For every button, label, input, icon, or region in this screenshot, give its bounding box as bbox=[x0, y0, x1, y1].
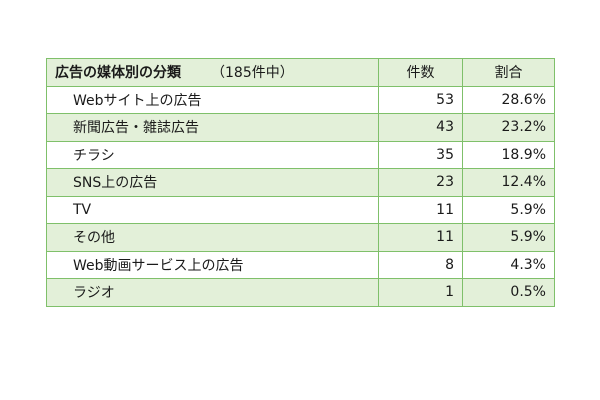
header-title-cell: 広告の媒体別の分類 （185件中） bbox=[46, 58, 379, 87]
row-ratio: 23.2% bbox=[462, 113, 555, 142]
row-count: 35 bbox=[378, 140, 463, 169]
table-row: SNS上の広告 23 12.4% bbox=[46, 168, 555, 197]
row-label: ラジオ bbox=[46, 278, 379, 307]
row-count: 53 bbox=[378, 85, 463, 114]
table-row: TV 11 5.9% bbox=[46, 195, 555, 224]
row-ratio: 5.9% bbox=[462, 195, 555, 224]
header-ratio: 割合 bbox=[462, 58, 555, 87]
table-row: 新聞広告・雑誌広告 43 23.2% bbox=[46, 113, 555, 142]
row-label: Webサイト上の広告 bbox=[46, 85, 379, 114]
row-count: 43 bbox=[378, 113, 463, 142]
table-title: 広告の媒体別の分類 bbox=[55, 65, 181, 82]
row-label: チラシ bbox=[46, 140, 379, 169]
table-row: その他 11 5.9% bbox=[46, 223, 555, 252]
row-label: SNS上の広告 bbox=[46, 168, 379, 197]
table-row: Webサイト上の広告 53 28.6% bbox=[46, 85, 555, 114]
row-label: その他 bbox=[46, 223, 379, 252]
row-label: Web動画サービス上の広告 bbox=[46, 250, 379, 279]
row-ratio: 5.9% bbox=[462, 223, 555, 252]
table-row: チラシ 35 18.9% bbox=[46, 140, 555, 169]
row-ratio: 18.9% bbox=[462, 140, 555, 169]
table-row: Web動画サービス上の広告 8 4.3% bbox=[46, 250, 555, 279]
row-ratio: 0.5% bbox=[462, 278, 555, 307]
row-count: 11 bbox=[378, 223, 463, 252]
row-count: 23 bbox=[378, 168, 463, 197]
row-ratio: 28.6% bbox=[462, 85, 555, 114]
row-ratio: 4.3% bbox=[462, 250, 555, 279]
row-ratio: 12.4% bbox=[462, 168, 555, 197]
table-row: ラジオ 1 0.5% bbox=[46, 278, 555, 307]
header-count: 件数 bbox=[378, 58, 463, 87]
row-count: 8 bbox=[378, 250, 463, 279]
row-label: 新聞広告・雑誌広告 bbox=[46, 113, 379, 142]
row-count: 1 bbox=[378, 278, 463, 307]
media-classification-table: 広告の媒体別の分類 （185件中） 件数 割合 Webサイト上の広告 53 28.… bbox=[46, 58, 555, 307]
table-header-row: 広告の媒体別の分類 （185件中） 件数 割合 bbox=[46, 58, 555, 87]
row-label: TV bbox=[46, 195, 379, 224]
row-count: 11 bbox=[378, 195, 463, 224]
table-total-note: （185件中） bbox=[211, 65, 294, 82]
